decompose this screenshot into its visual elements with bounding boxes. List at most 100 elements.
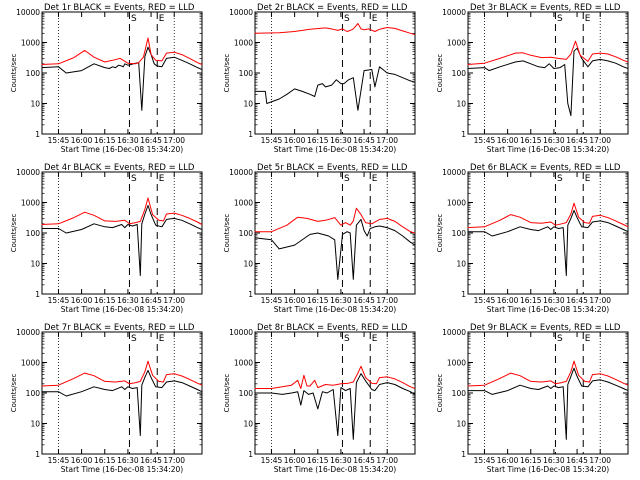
marker-label-e: E: [372, 174, 378, 184]
x-tick-label: 17:00: [376, 136, 398, 145]
y-tick-label: 1: [35, 450, 40, 459]
y-tick-label: 1000: [21, 199, 40, 208]
x-tick-label: 16:15: [520, 296, 542, 305]
y-axis-label: Counts/sec: [223, 374, 231, 413]
marker-label-bg: [371, 333, 379, 343]
x-tick-label: 17:00: [163, 456, 185, 465]
x-tick-label: 16:00: [497, 296, 519, 305]
events-line: [41, 46, 203, 111]
marker-label-bg: [343, 173, 351, 183]
x-tick-label: 16:15: [94, 136, 116, 145]
y-tick-label: 10: [243, 100, 253, 109]
x-tick-label: 17:00: [589, 296, 611, 305]
x-tick-label: 15:45: [261, 136, 283, 145]
marker-label-s: S: [557, 174, 563, 184]
y-axis-label: Counts/sec: [10, 374, 18, 413]
y-tick-label: 10000: [16, 168, 40, 177]
y-tick-label: 10000: [442, 328, 466, 337]
x-tick-label: 16:00: [284, 296, 306, 305]
plot-title: Det 3r BLACK = Events, RED = LLD: [470, 3, 621, 13]
x-tick-label: 16:30: [543, 136, 565, 145]
y-tick-label: 1: [461, 450, 466, 459]
y-tick-label: 1: [461, 290, 466, 299]
plot-title: Det 2r BLACK = Events, RED = LLD: [257, 3, 408, 13]
marker-label-bg: [584, 13, 592, 23]
y-tick-label: 100: [452, 389, 467, 398]
x-tick-label: 15:45: [261, 456, 283, 465]
lld-line: [254, 365, 416, 389]
events-line: [467, 47, 629, 117]
marker-label-e: E: [585, 14, 591, 24]
plot-frame: [254, 331, 416, 455]
y-tick-label: 10000: [16, 328, 40, 337]
marker-label-s: S: [557, 14, 563, 24]
x-tick-label: 16:15: [307, 456, 329, 465]
x-axis-label: Start Time (16-Dec-08 15:34:20): [274, 465, 396, 474]
x-axis-label: Start Time (16-Dec-08 15:34:20): [487, 145, 609, 154]
marker-label-s: S: [557, 334, 563, 344]
lld-line: [467, 360, 629, 387]
y-axis-label: Counts/sec: [10, 214, 18, 253]
events-line: [254, 373, 416, 440]
x-tick-label: 16:15: [94, 456, 116, 465]
y-tick-label: 1: [35, 130, 40, 139]
marker-label-s: S: [131, 334, 137, 344]
detector-panel-8: Det 8r BLACK = Events, RED = LLD 1 10 100 10…: [223, 323, 416, 474]
y-axis-label: Counts/sec: [223, 214, 231, 253]
x-tick-label: 16:30: [543, 296, 565, 305]
y-tick-label: 1: [248, 290, 253, 299]
marker-label-e: E: [372, 14, 378, 24]
x-axis-label: Start Time (16-Dec-08 15:34:20): [487, 305, 609, 314]
x-tick-label: 16:00: [284, 456, 306, 465]
lld-line: [254, 207, 416, 234]
x-tick-label: 16:30: [543, 456, 565, 465]
plot-frame: [254, 11, 416, 135]
detector-panel-3: Det 3r BLACK = Events, RED = LLD 1 10 100 10…: [436, 3, 629, 154]
x-tick-label: 16:30: [117, 296, 139, 305]
plot-title: Det 4r BLACK = Events, RED = LLD: [44, 163, 195, 173]
events-line: [467, 209, 629, 277]
x-tick-label: 16:00: [497, 136, 519, 145]
y-tick-label: 1000: [21, 39, 40, 48]
detector-panel-5: Det 5r BLACK = Events, RED = LLD 1 10 100 10…: [223, 163, 416, 314]
marker-label-bg: [584, 333, 592, 343]
x-tick-label: 15:45: [48, 296, 70, 305]
x-tick-label: 17:00: [163, 136, 185, 145]
plot-frame: [467, 171, 629, 295]
x-tick-label: 15:45: [474, 456, 496, 465]
y-tick-label: 10: [456, 100, 466, 109]
marker-label-e: E: [372, 334, 378, 344]
x-axis-label: Start Time (16-Dec-08 15:34:20): [61, 465, 183, 474]
y-tick-label: 1000: [447, 39, 466, 48]
y-tick-label: 10: [243, 420, 253, 429]
marker-label-bg: [556, 13, 564, 23]
plot-title: Det 7r BLACK = Events, RED = LLD: [44, 323, 195, 333]
y-tick-label: 10000: [16, 8, 40, 17]
x-tick-label: 16:45: [566, 296, 588, 305]
y-axis-label: Counts/sec: [436, 54, 444, 93]
y-tick-label: 100: [239, 69, 254, 78]
x-tick-label: 15:45: [48, 136, 70, 145]
y-axis-label: Counts/sec: [10, 54, 18, 93]
plot-title: Det 8r BLACK = Events, RED = LLD: [257, 323, 408, 333]
marker-label-e: E: [159, 334, 165, 344]
marker-label-bg: [158, 333, 166, 343]
marker-label-e: E: [585, 174, 591, 184]
detector-panel-6: Det 6r BLACK = Events, RED = LLD 1 10 100 10…: [436, 163, 629, 314]
x-axis-label: Start Time (16-Dec-08 15:34:20): [274, 145, 396, 154]
x-tick-label: 16:00: [71, 456, 93, 465]
y-tick-label: 100: [239, 389, 254, 398]
plot-title: Det 5r BLACK = Events, RED = LLD: [257, 163, 408, 173]
x-tick-label: 15:45: [474, 296, 496, 305]
marker-label-s: S: [344, 174, 350, 184]
y-axis-label: Counts/sec: [223, 54, 231, 93]
marker-label-bg: [343, 333, 351, 343]
y-tick-label: 10: [456, 260, 466, 269]
marker-label-e: E: [159, 14, 165, 24]
marker-label-s: S: [131, 14, 137, 24]
plot-frame: [467, 11, 629, 135]
x-tick-label: 16:45: [140, 296, 162, 305]
marker-label-bg: [371, 13, 379, 23]
marker-label-e: E: [159, 174, 165, 184]
